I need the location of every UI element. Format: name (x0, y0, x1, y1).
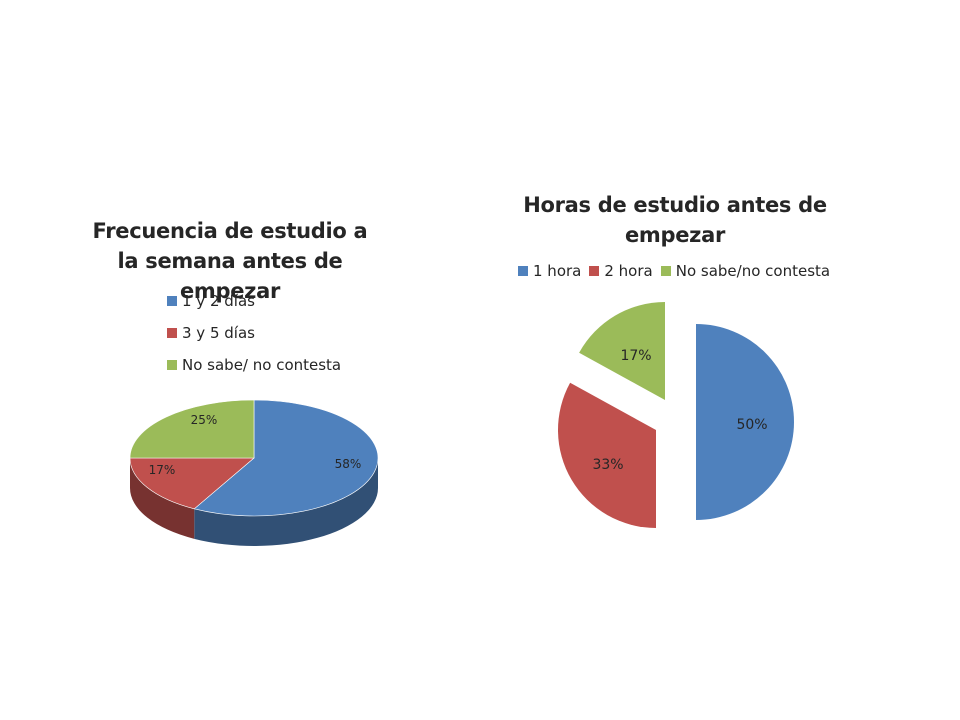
legend-swatch (589, 266, 600, 276)
legend-swatch (167, 360, 177, 370)
pie-slice (129, 399, 255, 459)
pie-data-label: 50% (736, 417, 767, 433)
chart-right-legend: 1 hora 2 hora No sabe/no contesta (518, 262, 838, 280)
legend-entry: 2 hora (589, 262, 653, 280)
chart-left-legend: 1 y 2 días 3 y 5 días No sabe/ no contes… (167, 285, 341, 381)
legend-entry: 3 y 5 días (167, 317, 341, 349)
legend-label: No sabe/ no contesta (182, 356, 342, 374)
pie-slice (193, 399, 379, 517)
legend-label: 2 hora (604, 262, 653, 280)
legend-entry: 1 y 2 días (167, 285, 341, 317)
pie-slice (579, 302, 665, 400)
legend-label: 1 hora (533, 262, 582, 280)
pie-slice (558, 382, 656, 528)
legend-swatch (167, 328, 177, 338)
legend-swatch (167, 296, 177, 306)
pie-data-label: 58% (335, 457, 362, 471)
legend-swatch (660, 266, 671, 276)
pie-data-label: 25% (191, 413, 218, 427)
pie-data-label: 17% (620, 348, 651, 364)
legend-label: 1 y 2 días (182, 292, 255, 310)
chart-left-title: Frecuencia de estudio a la semana antes … (92, 219, 368, 303)
chart-right-title: Horas de estudio antes de empezar (523, 193, 827, 247)
legend-label: No sabe/no contesta (675, 262, 831, 280)
pie-slice-side (130, 458, 195, 539)
legend-entry: No sabe/ no contesta (167, 349, 341, 381)
legend-entry: 1 hora (518, 262, 581, 280)
pie-slice (129, 457, 255, 510)
pie-slice (696, 324, 794, 520)
pie-data-label: 33% (592, 457, 623, 473)
pie-data-label: 17% (149, 463, 176, 477)
legend-swatch (518, 266, 528, 276)
legend-label: 3 y 5 días (182, 324, 255, 342)
pie-slice-side (194, 458, 378, 546)
pie-side-walls (130, 458, 378, 546)
legend-entry: No sabe/no contesta (660, 262, 831, 280)
